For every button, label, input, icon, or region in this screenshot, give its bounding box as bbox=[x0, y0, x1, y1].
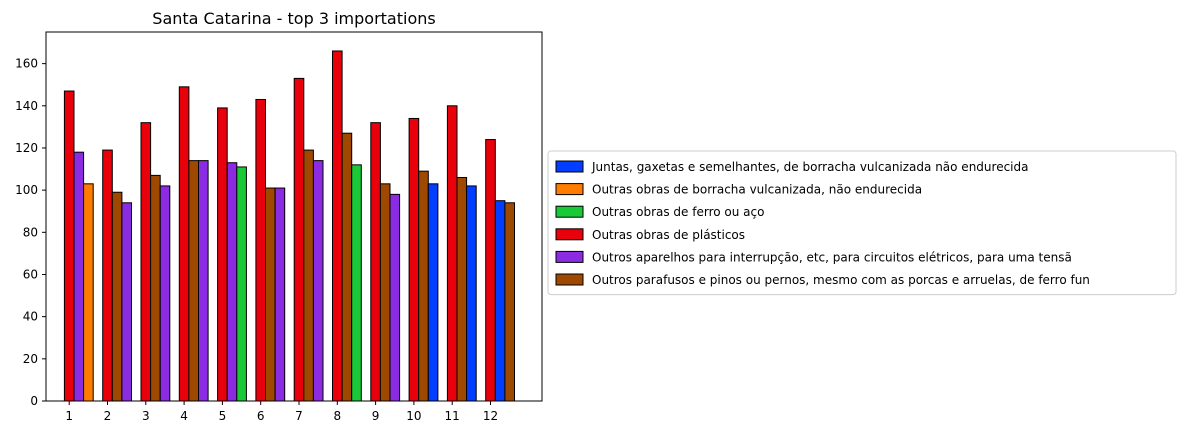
bar-1-series-3 bbox=[63, 90, 75, 402]
bar-1-series-4 bbox=[73, 151, 85, 402]
bar-8-series-2 bbox=[351, 164, 362, 402]
bar-4-series-4 bbox=[198, 160, 209, 402]
legend: Juntas, gaxetas e semelhantes, de borrac… bbox=[547, 150, 1177, 296]
x-tick-label: 5 bbox=[219, 409, 227, 423]
legend-label: Outras obras de ferro ou aço bbox=[592, 205, 764, 219]
y-tick-label: 40 bbox=[23, 310, 38, 324]
y-tick-label: 20 bbox=[23, 352, 38, 366]
legend-label: Outros parafusos e pinos ou pernos, mesm… bbox=[592, 273, 1090, 287]
legend-frame bbox=[547, 150, 1177, 296]
y-tick-label: 140 bbox=[15, 99, 38, 113]
bar-2-series-4 bbox=[121, 202, 133, 402]
bar-9-series-5 bbox=[379, 183, 391, 402]
bar-2-series-3 bbox=[102, 149, 113, 402]
bar-6-series-4 bbox=[274, 187, 286, 402]
bar-8-series-5 bbox=[341, 132, 353, 402]
bar-6-series-3 bbox=[255, 98, 266, 402]
bar-2-series-5 bbox=[111, 191, 123, 402]
x-tick-label: 3 bbox=[142, 409, 150, 423]
bar-4-series-5 bbox=[188, 160, 199, 402]
bar-5-series-2 bbox=[236, 166, 247, 402]
x-tick-label: 10 bbox=[406, 409, 421, 423]
y-tick-label: 160 bbox=[15, 57, 38, 71]
legend-swatch bbox=[555, 228, 584, 241]
bar-8-series-3 bbox=[332, 50, 343, 402]
bar-10-series-5 bbox=[418, 170, 429, 402]
legend-label: Outras obras de borracha vulcanizada, nã… bbox=[592, 183, 922, 197]
legend-swatch bbox=[555, 183, 584, 196]
bar-3-series-4 bbox=[159, 185, 171, 402]
chart-title: Santa Catarina - top 3 importations bbox=[152, 9, 435, 28]
bar-9-series-4 bbox=[389, 193, 401, 402]
bar-5-series-4 bbox=[226, 162, 238, 402]
bar-11-series-3 bbox=[446, 105, 458, 402]
bar-11-series-5 bbox=[456, 176, 468, 402]
plot-frame bbox=[45, 31, 543, 402]
bar-7-series-4 bbox=[312, 160, 324, 402]
x-tick-label: 7 bbox=[295, 409, 303, 423]
bar-7-series-3 bbox=[293, 77, 305, 402]
y-tick-label: 120 bbox=[15, 141, 38, 155]
bar-12-series-0 bbox=[494, 200, 506, 402]
bar-12-series-5 bbox=[504, 202, 515, 402]
bars-layer bbox=[63, 50, 515, 402]
y-tick-label: 80 bbox=[23, 225, 38, 239]
bar-6-series-5 bbox=[265, 187, 276, 402]
x-tick-label: 8 bbox=[333, 409, 341, 423]
bar-3-series-5 bbox=[150, 174, 161, 402]
bar-3-series-3 bbox=[140, 122, 152, 402]
legend-swatch bbox=[555, 250, 584, 263]
y-tick-label: 100 bbox=[15, 183, 38, 197]
bar-9-series-3 bbox=[370, 122, 381, 402]
legend-swatch bbox=[555, 273, 584, 286]
legend-label: Outras obras de plásticos bbox=[592, 228, 745, 242]
x-tick-label: 6 bbox=[257, 409, 265, 423]
y-tick-label: 60 bbox=[23, 267, 38, 281]
x-tick-label: 2 bbox=[104, 409, 112, 423]
bar-7-series-5 bbox=[303, 149, 314, 402]
x-tick-label: 11 bbox=[445, 409, 460, 423]
bar-12-series-3 bbox=[485, 139, 496, 402]
bar-1-series-1 bbox=[83, 183, 94, 402]
legend-label: Juntas, gaxetas e semelhantes, de borrac… bbox=[591, 160, 1028, 174]
bar-11-series-0 bbox=[466, 185, 477, 402]
legend-label: Outros aparelhos para interrupção, etc, … bbox=[592, 250, 1072, 264]
x-tick-label: 9 bbox=[372, 409, 380, 423]
legend-swatch bbox=[555, 160, 584, 173]
x-tick-label: 12 bbox=[483, 409, 498, 423]
bar-5-series-3 bbox=[217, 107, 228, 402]
x-tick-label: 1 bbox=[65, 409, 73, 423]
bar-10-series-3 bbox=[408, 117, 420, 402]
y-tick-label: 0 bbox=[30, 394, 38, 408]
x-tick-label: 4 bbox=[180, 409, 188, 423]
bar-4-series-3 bbox=[178, 86, 190, 402]
legend-swatch bbox=[555, 205, 584, 218]
bar-10-series-0 bbox=[427, 183, 439, 402]
